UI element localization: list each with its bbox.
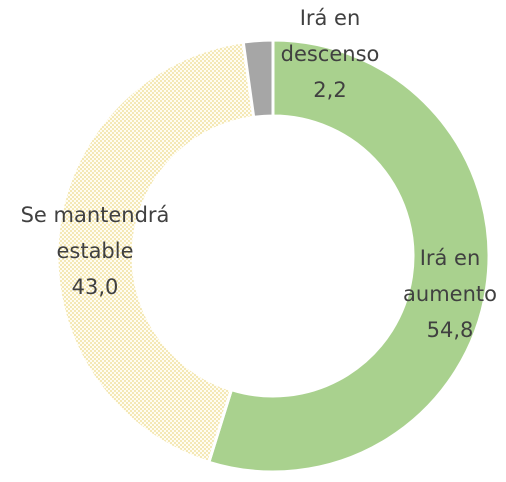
category-label: Se mantendrá estable [20, 203, 170, 263]
slice-label: Irá en aumento 54,8 [390, 240, 506, 348]
value-label: 43,0 [71, 275, 119, 299]
slice-label: Se mantendrá estable 43,0 [10, 197, 180, 305]
value-label: 54,8 [426, 318, 474, 342]
category-label: Irá en aumento [403, 246, 497, 306]
slice [55, 40, 256, 465]
slice-label: Irá en descenso 2,2 [265, 0, 395, 108]
slice [241, 38, 275, 120]
value-label: 2,2 [313, 78, 347, 102]
category-label: Irá en descenso [280, 6, 380, 66]
slice [206, 38, 491, 474]
